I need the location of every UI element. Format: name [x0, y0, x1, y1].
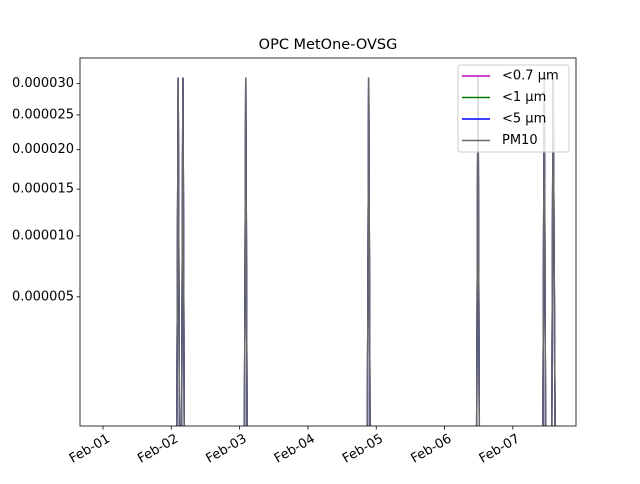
plot-area	[176, 77, 556, 426]
legend-label: <5 µm	[502, 112, 546, 127]
axes-frame	[79, 57, 577, 427]
y-tick-label: 0.000010	[12, 228, 74, 243]
x-tick-label: Feb-04	[272, 432, 318, 467]
y-tick-label: 0.000005	[12, 289, 74, 304]
y-tick-label: 0.000030	[12, 76, 74, 91]
series-line	[176, 77, 556, 426]
x-tick-label: Feb-02	[135, 432, 181, 467]
chart-title: OPC MetOne-OVSG	[259, 37, 398, 53]
legend-label: <0.7 µm	[502, 69, 559, 84]
x-tick-label: Feb-06	[408, 432, 454, 467]
y-tick-label: 0.000025	[12, 107, 74, 122]
legend-frame	[457, 64, 570, 153]
x-tick-label: Feb-07	[477, 432, 523, 467]
x-tick-label: Feb-01	[67, 432, 113, 467]
legend-label: <1 µm	[502, 90, 546, 105]
legend-label: PM10	[502, 133, 538, 148]
y-tick-label: 0.000015	[12, 182, 74, 197]
x-tick-label: Feb-05	[340, 432, 386, 467]
y-tick-label: 0.000020	[12, 142, 74, 157]
x-tick-label: Feb-03	[204, 432, 250, 467]
